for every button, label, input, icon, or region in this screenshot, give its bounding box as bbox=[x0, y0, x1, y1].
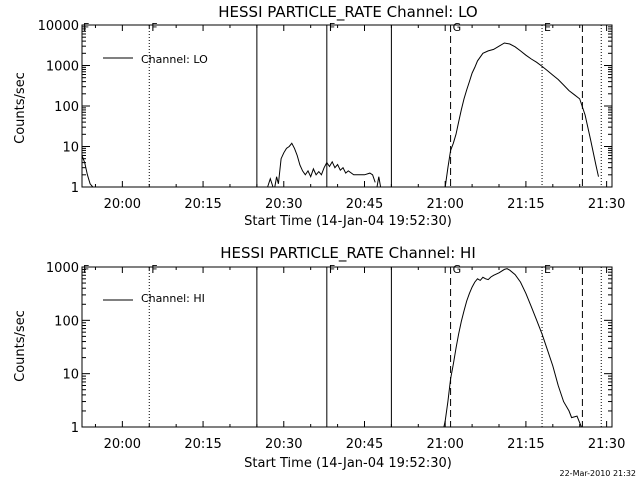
lo-x-axis-label: Start Time (14-Jan-04 19:52:30) bbox=[244, 214, 452, 229]
lo-event-marker-label: F bbox=[151, 21, 157, 34]
lo-y-tick-label: 100 bbox=[54, 100, 79, 115]
lo-x-tick-label: 21:30 bbox=[588, 197, 625, 212]
hi-y-tick-label: 100 bbox=[54, 314, 79, 329]
lo-y-tick-label: 1000 bbox=[46, 60, 79, 75]
lo-rate-curve-segment bbox=[274, 142, 376, 188]
hi-x-tick-label: 20:45 bbox=[346, 437, 383, 452]
hi-event-marker-label: F bbox=[329, 263, 335, 276]
lo-x-tick-label: 20:45 bbox=[346, 197, 383, 212]
hi-y-tick-label: 10 bbox=[62, 368, 79, 383]
hi-event-marker-label: G bbox=[453, 263, 462, 276]
hi-x-tick-label: 21:15 bbox=[507, 437, 544, 452]
hi-channel-panel: HESSI PARTICLE_RATE Channel: HI Start Ti… bbox=[13, 244, 625, 471]
hi-x-tick-label: 21:30 bbox=[588, 437, 625, 452]
hi-chart-title: HESSI PARTICLE_RATE Channel: HI bbox=[220, 244, 476, 263]
lo-x-tick-label: 20:15 bbox=[184, 197, 221, 212]
lo-y-tick-label: 1 bbox=[71, 181, 79, 196]
lo-y-axis-label: Counts/sec bbox=[13, 72, 28, 144]
generation-timestamp: 22-Mar-2010 21:32 bbox=[560, 469, 637, 478]
hi-y-axis-label: Counts/sec bbox=[13, 310, 28, 382]
lo-rate-curve-segment bbox=[81, 155, 94, 188]
hi-rate-curve-segment bbox=[443, 268, 582, 428]
lo-x-tick-label: 20:00 bbox=[104, 197, 141, 212]
lo-plot-frame bbox=[81, 24, 613, 188]
lo-x-tick-label: 21:00 bbox=[426, 197, 463, 212]
hi-y-tick-label: 1 bbox=[71, 421, 79, 436]
hi-x-axis-label: Start Time (14-Jan-04 19:52:30) bbox=[244, 456, 452, 471]
hi-event-marker-label: E bbox=[544, 263, 551, 276]
hi-y-tick-label: 1000 bbox=[46, 261, 79, 276]
hi-x-tick-label: 20:00 bbox=[104, 437, 141, 452]
lo-corner-marker-label: F bbox=[83, 21, 89, 34]
lo-legend-label: Channel: LO bbox=[141, 53, 208, 66]
lo-event-marker-label: G bbox=[453, 21, 462, 34]
lo-rate-curve-segment bbox=[376, 176, 382, 188]
lo-channel-panel: HESSI PARTICLE_RATE Channel: LO Start Ti… bbox=[13, 3, 625, 229]
lo-rate-curve-segment bbox=[444, 42, 599, 188]
hi-event-marker-label: F bbox=[151, 263, 157, 276]
lo-x-tick-label: 21:15 bbox=[507, 197, 544, 212]
lo-y-tick-label: 10000 bbox=[38, 19, 79, 34]
lo-chart-title: HESSI PARTICLE_RATE Channel: LO bbox=[218, 3, 477, 22]
hi-x-tick-label: 20:30 bbox=[265, 437, 302, 452]
hi-x-tick-label: 20:15 bbox=[184, 437, 221, 452]
lo-event-marker-label: E bbox=[544, 21, 551, 34]
hi-plot-frame bbox=[81, 266, 613, 428]
hi-x-tick-label: 21:00 bbox=[426, 437, 463, 452]
lo-rate-curve-segment bbox=[267, 177, 274, 188]
lo-y-tick-label: 10 bbox=[62, 141, 79, 156]
lo-x-tick-label: 20:30 bbox=[265, 197, 302, 212]
hi-corner-marker-label: F bbox=[83, 263, 89, 276]
lo-event-marker-label: F bbox=[329, 21, 335, 34]
hi-legend-label: Channel: HI bbox=[141, 292, 205, 305]
